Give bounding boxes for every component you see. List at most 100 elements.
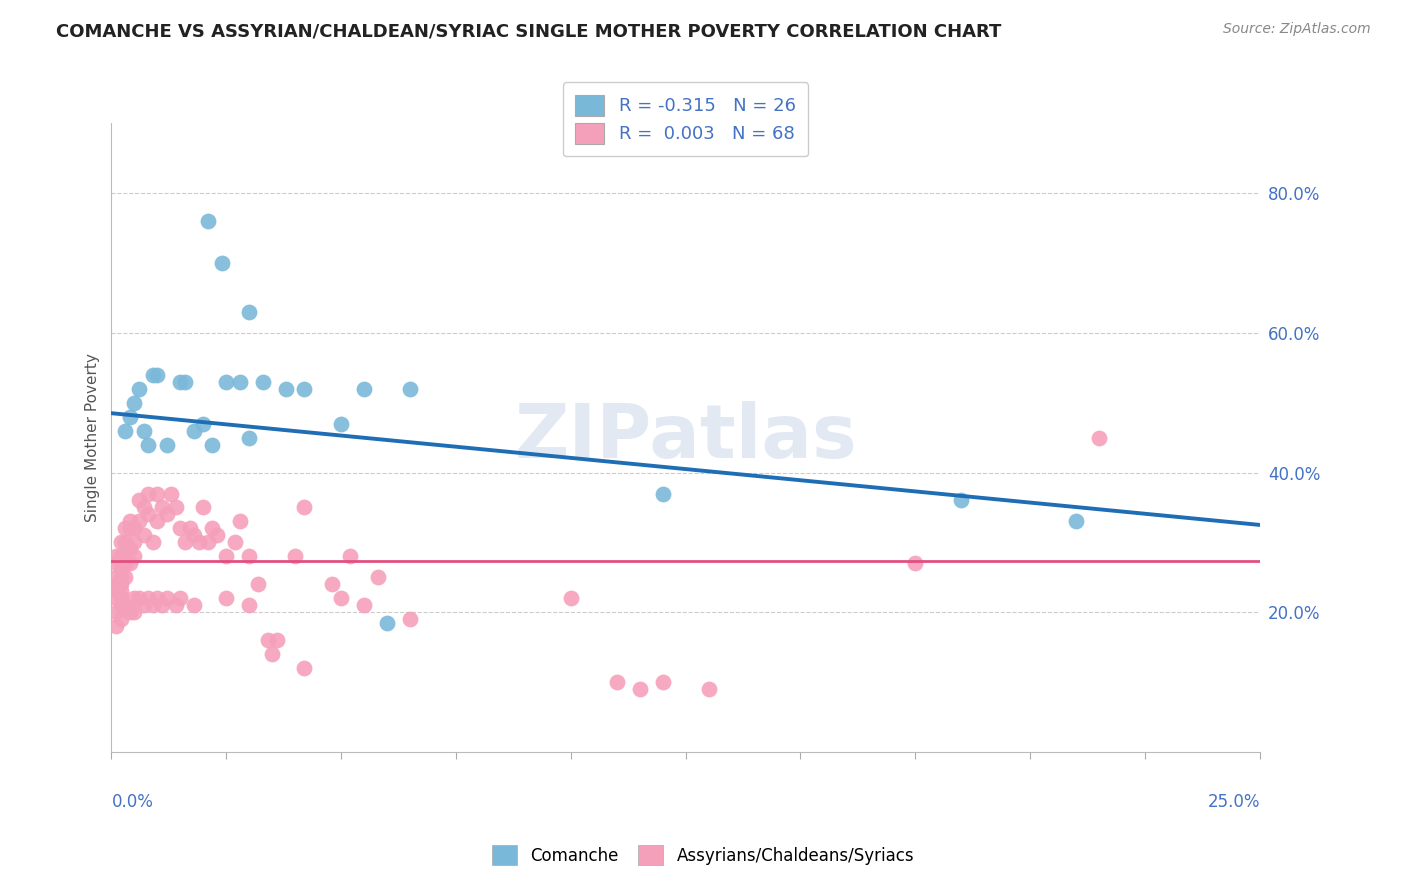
Point — [274, 382, 297, 396]
Point — [142, 535, 165, 549]
Point — [160, 486, 183, 500]
Point — [155, 437, 177, 451]
Point — [292, 661, 315, 675]
Point — [367, 570, 389, 584]
Point — [118, 521, 141, 535]
Point — [124, 521, 146, 535]
Point — [132, 424, 155, 438]
Point — [128, 493, 150, 508]
Point — [399, 382, 422, 396]
Legend: Comanche, Assyrians/Chaldeans/Syriacs: Comanche, Assyrians/Chaldeans/Syriacs — [482, 836, 924, 875]
Point — [169, 591, 191, 606]
Point — [256, 633, 278, 648]
Point — [118, 515, 141, 529]
Point — [136, 591, 159, 606]
Point — [110, 557, 132, 571]
Point — [266, 633, 288, 648]
Point — [146, 486, 169, 500]
Point — [247, 577, 270, 591]
Point — [197, 535, 219, 549]
Text: COMANCHE VS ASSYRIAN/CHALDEAN/SYRIAC SINGLE MOTHER POVERTY CORRELATION CHART: COMANCHE VS ASSYRIAN/CHALDEAN/SYRIAC SIN… — [56, 22, 1001, 40]
Point — [110, 584, 132, 599]
Point — [201, 437, 224, 451]
Point — [110, 570, 132, 584]
Point — [262, 647, 284, 661]
Point — [353, 382, 375, 396]
Point — [375, 615, 398, 630]
Point — [165, 599, 187, 613]
Point — [114, 521, 136, 535]
Point — [105, 570, 128, 584]
Point — [132, 500, 155, 515]
Point — [211, 256, 233, 270]
Point — [950, 493, 973, 508]
Point — [284, 549, 307, 564]
Point — [904, 557, 927, 571]
Point — [193, 417, 215, 431]
Point — [105, 549, 128, 564]
Point — [651, 675, 673, 690]
Point — [224, 535, 246, 549]
Point — [114, 557, 136, 571]
Point — [124, 549, 146, 564]
Point — [155, 508, 177, 522]
Point — [201, 521, 224, 535]
Y-axis label: Single Mother Poverty: Single Mother Poverty — [86, 353, 100, 522]
Point — [238, 305, 260, 319]
Point — [136, 508, 159, 522]
Text: ZIPatlas: ZIPatlas — [515, 401, 856, 475]
Point — [124, 591, 146, 606]
Point — [165, 500, 187, 515]
Point — [124, 605, 146, 619]
Point — [330, 591, 353, 606]
Text: Source: ZipAtlas.com: Source: ZipAtlas.com — [1223, 22, 1371, 37]
Point — [353, 599, 375, 613]
Point — [1064, 515, 1087, 529]
Point — [136, 486, 159, 500]
Point — [252, 375, 274, 389]
Point — [105, 557, 128, 571]
Point — [150, 500, 173, 515]
Point — [114, 424, 136, 438]
Point — [110, 591, 132, 606]
Point — [146, 515, 169, 529]
Point — [215, 591, 238, 606]
Point — [114, 535, 136, 549]
Point — [118, 542, 141, 557]
Point — [136, 437, 159, 451]
Point — [229, 375, 252, 389]
Point — [114, 570, 136, 584]
Point — [128, 382, 150, 396]
Point — [560, 591, 582, 606]
Point — [110, 549, 132, 564]
Point — [183, 424, 205, 438]
Point — [606, 675, 628, 690]
Point — [110, 563, 132, 577]
Point — [105, 619, 128, 633]
Point — [132, 599, 155, 613]
Point — [118, 409, 141, 424]
Point — [146, 368, 169, 382]
Point — [174, 375, 197, 389]
Point — [150, 599, 173, 613]
Point — [142, 368, 165, 382]
Text: 0.0%: 0.0% — [111, 793, 153, 811]
Point — [124, 535, 146, 549]
Point — [1088, 431, 1111, 445]
Point — [193, 500, 215, 515]
Point — [330, 417, 353, 431]
Point — [321, 577, 343, 591]
Point — [105, 591, 128, 606]
Point — [292, 382, 315, 396]
Point — [205, 528, 228, 542]
Point — [105, 605, 128, 619]
Point — [105, 577, 128, 591]
Point — [132, 528, 155, 542]
Point — [110, 612, 132, 626]
Point — [118, 557, 141, 571]
Point — [174, 535, 197, 549]
Point — [110, 577, 132, 591]
Point — [142, 599, 165, 613]
Point — [651, 486, 673, 500]
Point — [179, 521, 201, 535]
